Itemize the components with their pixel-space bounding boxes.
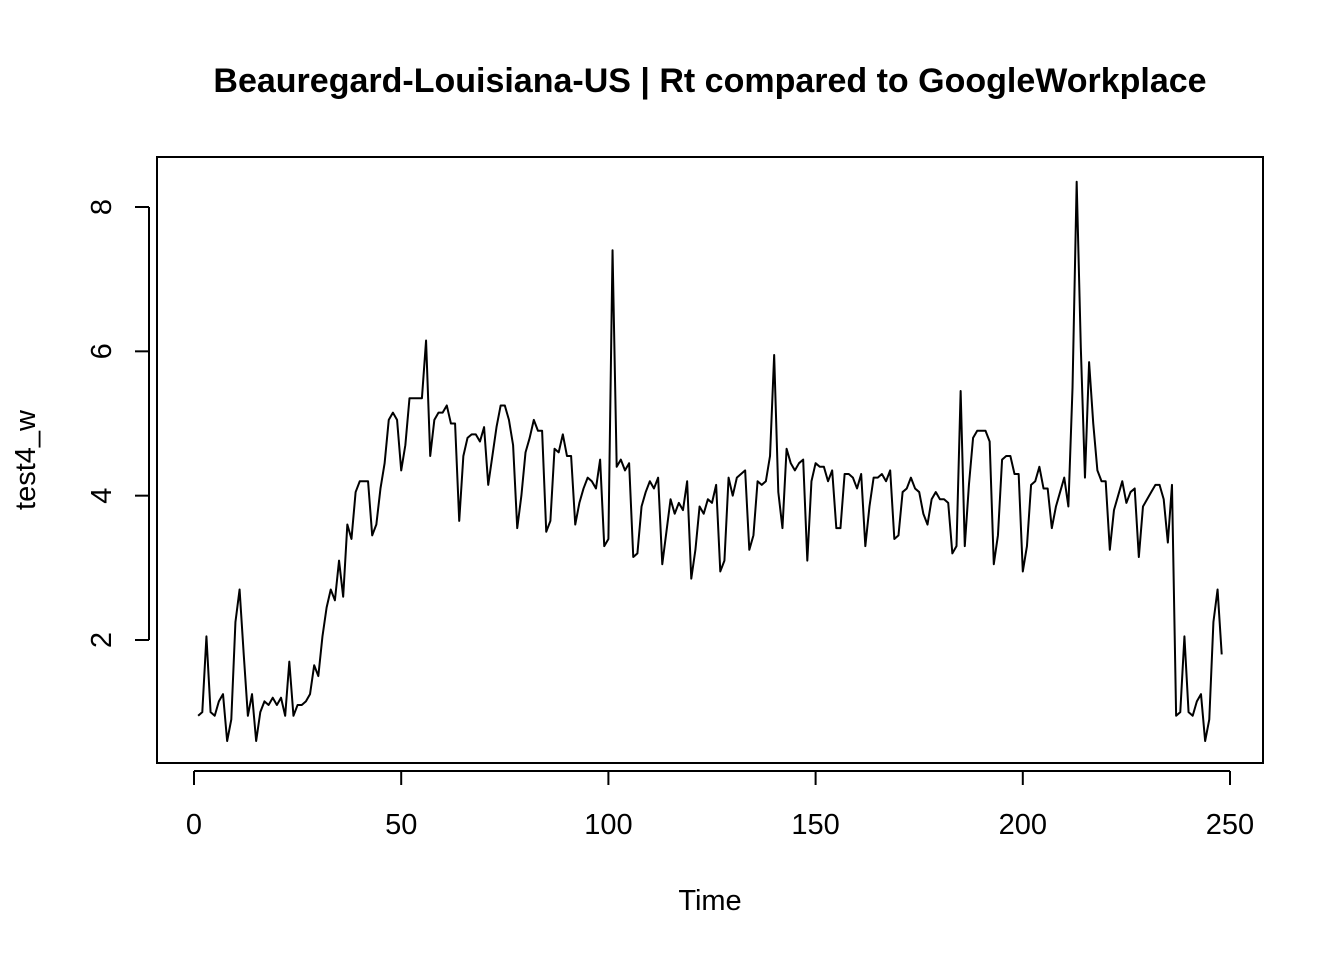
y-tick-label: 6 bbox=[86, 343, 118, 359]
chart-title: Beauregard-Louisiana-US | Rt compared to… bbox=[213, 62, 1206, 100]
y-tick-label: 2 bbox=[86, 632, 118, 648]
x-tick-label: 250 bbox=[1206, 809, 1254, 841]
y-tick-label: 8 bbox=[86, 199, 118, 215]
x-tick-label: 150 bbox=[791, 809, 839, 841]
y-axis: 2 4 6 8 bbox=[86, 199, 150, 648]
x-tick-label: 50 bbox=[385, 809, 417, 841]
plot-frame bbox=[156, 156, 1264, 764]
series-line bbox=[197, 180, 1223, 743]
y-axis-label: test4_w bbox=[10, 409, 42, 510]
x-axis-label: Time bbox=[678, 885, 741, 917]
x-tick-label: 200 bbox=[999, 809, 1047, 841]
x-tick-label: 100 bbox=[584, 809, 632, 841]
x-axis: 0 50 100 150 200 250 bbox=[186, 770, 1254, 841]
x-tick-label: 0 bbox=[186, 809, 202, 841]
y-tick-label: 4 bbox=[86, 488, 118, 504]
